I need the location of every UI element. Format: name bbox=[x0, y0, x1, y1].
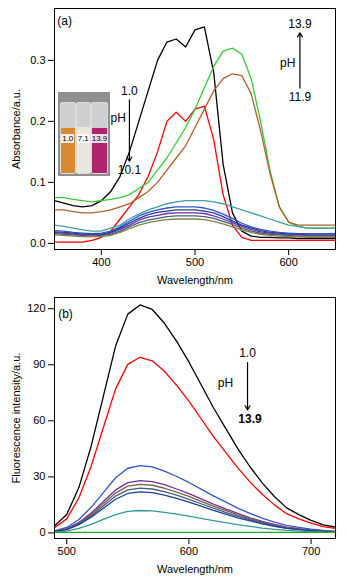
svg-text:600: 600 bbox=[279, 256, 297, 268]
svg-text:1.0: 1.0 bbox=[239, 346, 256, 360]
html-text:1.0 7.1 13.9: 1.0 7.1 13.9 bbox=[62, 133, 108, 143]
svg-text:Wavelength/nm: Wavelength/nm bbox=[157, 274, 233, 286]
svg-text:90: 90 bbox=[33, 358, 45, 370]
svg-text:500: 500 bbox=[186, 256, 204, 268]
svg-text:Wavelength/nm: Wavelength/nm bbox=[157, 563, 233, 575]
svg-text:0.2: 0.2 bbox=[30, 115, 45, 127]
svg-text:(b): (b) bbox=[58, 307, 73, 321]
svg-text:pH: pH bbox=[280, 56, 295, 70]
svg-text:600: 600 bbox=[180, 545, 198, 557]
svg-text:0.0: 0.0 bbox=[30, 237, 45, 249]
svg-text:700: 700 bbox=[302, 545, 320, 557]
svg-text:pH: pH bbox=[218, 376, 233, 390]
svg-text:13.9: 13.9 bbox=[288, 17, 312, 31]
svg-text:Absorbance/a.u.: Absorbance/a.u. bbox=[10, 89, 22, 169]
svg-text:60: 60 bbox=[33, 414, 45, 426]
svg-text:0.3: 0.3 bbox=[30, 54, 45, 66]
svg-text:10.1: 10.1 bbox=[118, 163, 142, 177]
svg-text:0: 0 bbox=[39, 526, 45, 538]
svg-text:11.9: 11.9 bbox=[289, 90, 312, 104]
svg-text:400: 400 bbox=[92, 256, 110, 268]
svg-text:(a): (a) bbox=[57, 14, 72, 28]
svg-text:500: 500 bbox=[58, 545, 76, 557]
svg-text:120: 120 bbox=[27, 302, 45, 314]
svg-text:pH: pH bbox=[111, 111, 126, 125]
svg-text:13.9: 13.9 bbox=[238, 412, 262, 426]
svg-text:30: 30 bbox=[33, 470, 45, 482]
svg-text:0.1: 0.1 bbox=[30, 176, 45, 188]
svg-text:Fluorescence intensity/a.u.: Fluorescence intensity/a.u. bbox=[10, 353, 22, 484]
svg-text:1.0: 1.0 bbox=[121, 84, 138, 98]
